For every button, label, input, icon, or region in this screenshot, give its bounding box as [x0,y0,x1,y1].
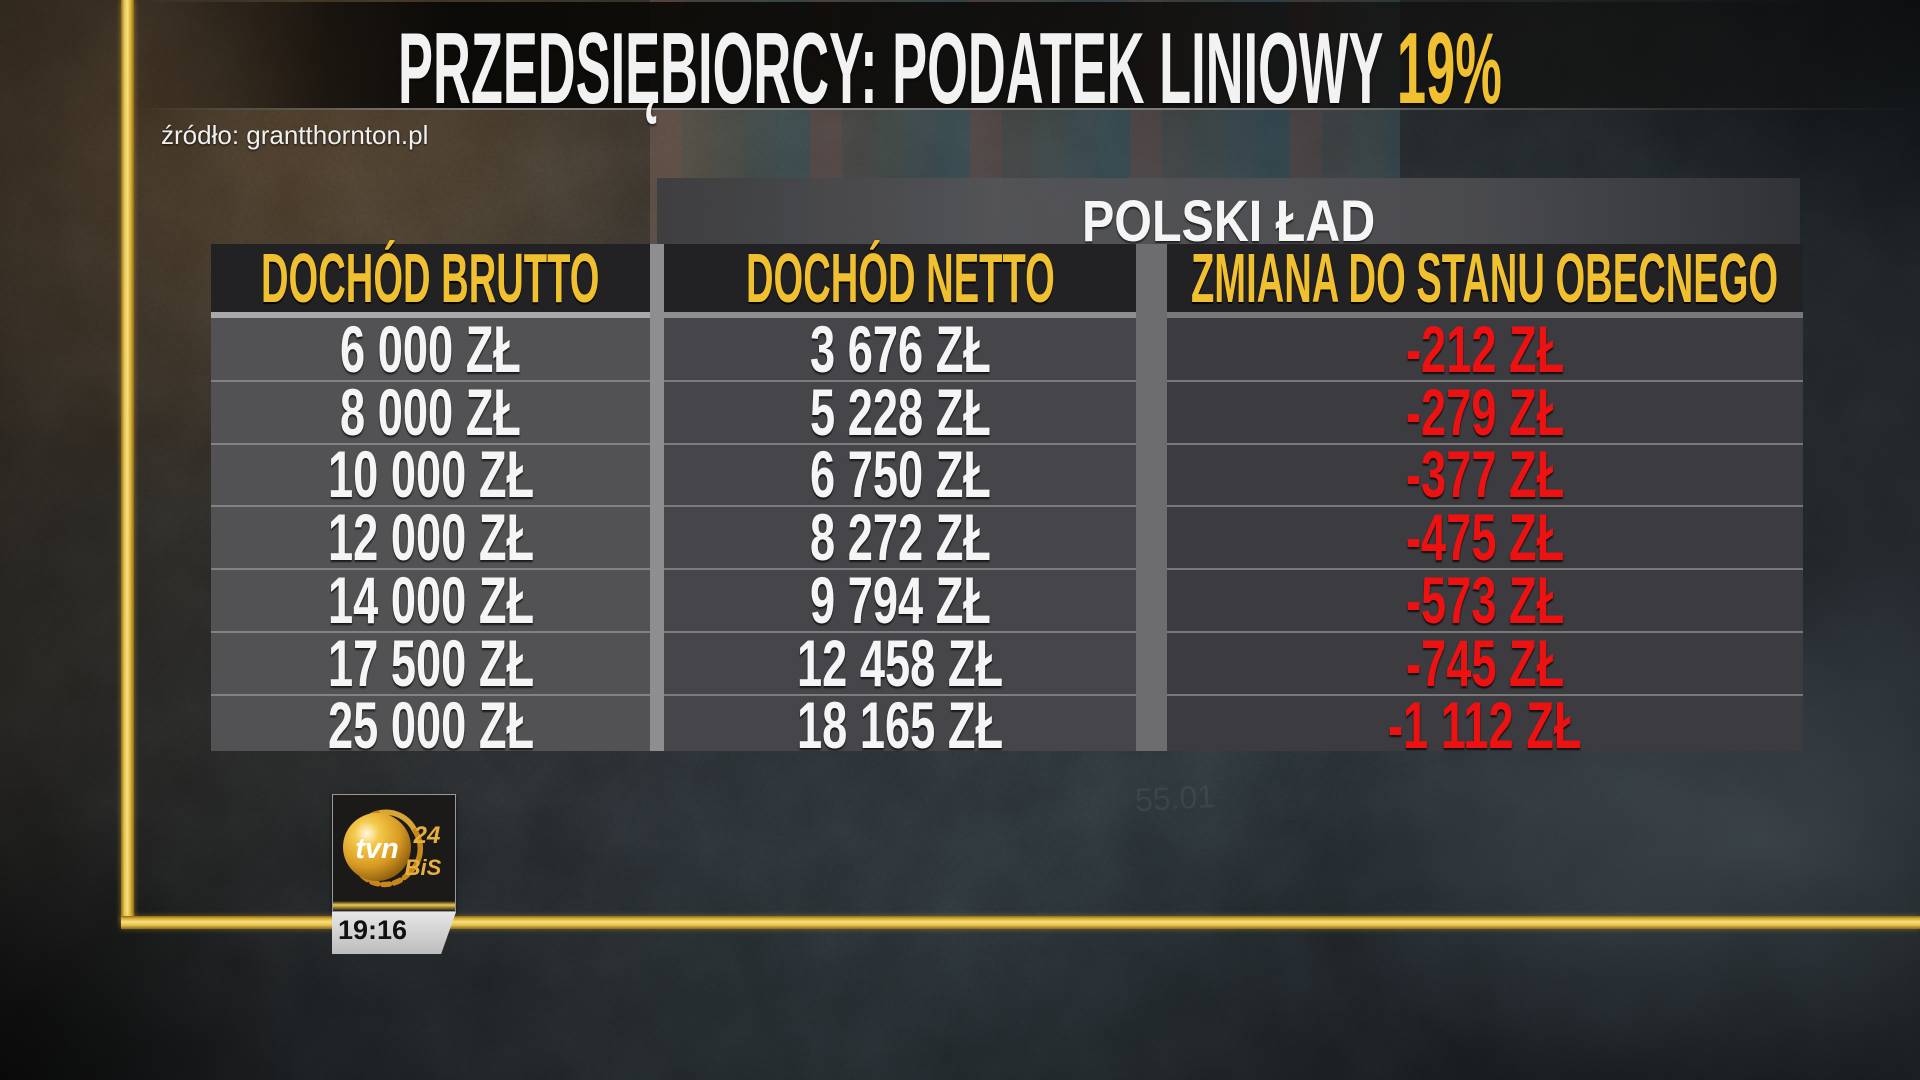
svg-text:BiS: BiS [405,855,442,880]
svg-text:tvn: tvn [355,833,399,865]
svg-text:24: 24 [413,822,441,849]
